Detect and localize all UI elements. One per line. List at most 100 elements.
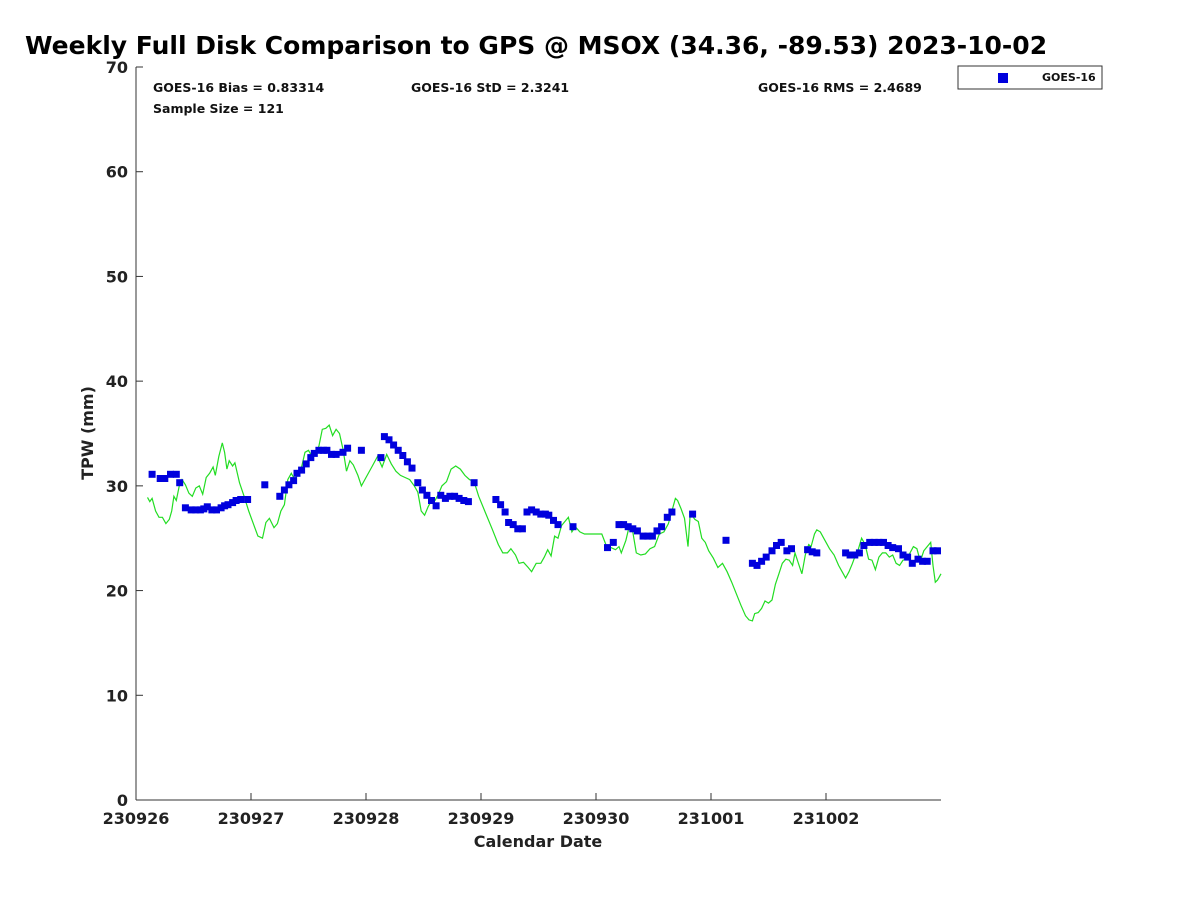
goes-16-point bbox=[310, 449, 318, 457]
goes-16-point bbox=[523, 508, 531, 516]
goes-16-point bbox=[884, 542, 892, 549]
goes-16-point bbox=[293, 469, 301, 477]
sample-size-stat: Sample Size = 121 bbox=[153, 101, 284, 116]
goes-16-point bbox=[446, 492, 454, 500]
goes-16-point bbox=[470, 479, 478, 487]
goes-16-point bbox=[187, 506, 195, 514]
gps-line bbox=[146, 424, 942, 622]
goes-16-point bbox=[689, 510, 697, 518]
goes-16-point bbox=[492, 496, 500, 503]
goes-16-point bbox=[624, 523, 632, 531]
y-ticks: 0 10 20 30 40 50 60 70 bbox=[106, 58, 143, 810]
goes-16-point bbox=[808, 548, 816, 556]
goes-16-point bbox=[451, 492, 459, 500]
goes-16-point bbox=[232, 497, 240, 504]
goes-16-point bbox=[394, 446, 402, 454]
goes-16-point bbox=[777, 538, 785, 546]
goes-16-point bbox=[403, 458, 411, 466]
goes-16-point bbox=[385, 436, 393, 444]
goes-16-point bbox=[298, 466, 306, 474]
goes-16-point bbox=[213, 506, 220, 514]
legend-box bbox=[957, 65, 1103, 90]
y-tick-label: 30 bbox=[106, 477, 128, 496]
goes-16-point bbox=[788, 545, 795, 553]
x-tick-label: 231001 bbox=[678, 809, 745, 828]
goes-16-point bbox=[528, 506, 536, 514]
goes-16-point bbox=[437, 491, 445, 499]
x-tick-label: 230928 bbox=[333, 809, 400, 828]
goes-16-point bbox=[285, 481, 293, 489]
goes-16-point bbox=[629, 525, 637, 533]
goes-16-point bbox=[509, 521, 517, 529]
goes-16-point bbox=[768, 547, 776, 555]
goes-16-point bbox=[167, 470, 174, 478]
y-tick-label: 0 bbox=[117, 791, 128, 810]
goes-16-point bbox=[390, 441, 398, 449]
goes-16-point bbox=[192, 506, 200, 514]
goes-16-point bbox=[658, 523, 666, 531]
goes-16-point bbox=[280, 486, 288, 494]
std-stat: GOES-16 StD = 2.3241 bbox=[411, 80, 569, 95]
goes-16-point bbox=[203, 503, 211, 511]
goes-16-point bbox=[860, 542, 868, 549]
goes-16-point bbox=[224, 501, 232, 509]
legend-marker bbox=[998, 73, 1008, 83]
goes-16-point bbox=[813, 549, 821, 557]
goes-16-point bbox=[653, 527, 661, 535]
goes-16-point bbox=[908, 559, 916, 567]
goes-16-point bbox=[569, 523, 577, 531]
goes-16-point bbox=[929, 547, 937, 555]
goes-16-point bbox=[377, 454, 385, 462]
goes-16-point bbox=[290, 477, 298, 485]
y-tick-label: 40 bbox=[106, 372, 128, 391]
goes-16-point bbox=[762, 553, 770, 561]
goes-16-point bbox=[895, 545, 902, 553]
goes-16-point bbox=[846, 551, 854, 559]
x-tick-label: 230929 bbox=[448, 809, 515, 828]
goes-16-point bbox=[501, 508, 509, 516]
x-tick-label: 230926 bbox=[103, 809, 170, 828]
goes-16-point bbox=[550, 516, 557, 524]
goes-16-point bbox=[758, 557, 766, 565]
goes-16-point bbox=[441, 494, 449, 502]
goes-16-point bbox=[276, 492, 284, 500]
goes-16-point bbox=[302, 460, 310, 468]
goes-16-point bbox=[414, 479, 422, 487]
goes-16-point bbox=[332, 450, 340, 458]
goes-16-point bbox=[208, 506, 216, 514]
goes-16-point bbox=[399, 452, 407, 459]
y-axis-label: TPW (mm) bbox=[78, 386, 97, 480]
x-tick-label: 230930 bbox=[563, 809, 630, 828]
goes-16-point bbox=[307, 454, 315, 462]
goes-16-point bbox=[615, 521, 623, 529]
goes-16-point bbox=[148, 470, 156, 478]
goes-16-point bbox=[889, 544, 897, 552]
goes-16-point bbox=[497, 501, 505, 509]
goes-16-point bbox=[663, 513, 671, 521]
goes-16-series bbox=[148, 433, 941, 569]
goes-16-point bbox=[880, 538, 887, 546]
goes-16-point bbox=[934, 547, 941, 555]
x-tick-label: 230927 bbox=[218, 809, 285, 828]
goes-16-point bbox=[870, 538, 878, 546]
goes-16-point bbox=[609, 538, 617, 546]
goes-16-point bbox=[505, 519, 513, 526]
goes-16-point bbox=[644, 532, 652, 540]
goes-16-point bbox=[633, 527, 641, 535]
goes-16-point bbox=[344, 444, 352, 452]
y-tick-label: 60 bbox=[106, 163, 128, 182]
goes-16-point bbox=[181, 504, 189, 512]
goes-16-point bbox=[804, 546, 812, 554]
goes-16-point bbox=[545, 511, 553, 519]
goes-16-point bbox=[428, 497, 435, 504]
goes-16-point bbox=[357, 446, 365, 454]
gps-series bbox=[146, 424, 942, 622]
goes-16-point bbox=[904, 553, 912, 561]
goes-16-point bbox=[339, 448, 347, 456]
goes-16-point bbox=[408, 464, 416, 472]
goes-16-point bbox=[244, 496, 252, 503]
goes-16-point bbox=[315, 446, 323, 454]
goes-16-point bbox=[261, 481, 269, 489]
goes-16-point bbox=[237, 496, 245, 503]
goes-16-point bbox=[323, 446, 331, 454]
